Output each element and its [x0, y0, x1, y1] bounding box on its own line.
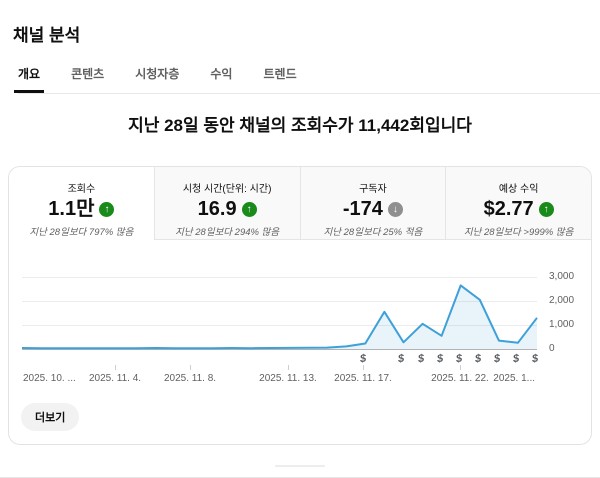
trend-up-icon: ↑: [538, 201, 554, 217]
x-tick: [363, 365, 364, 371]
revenue-dollar-icon: $: [512, 353, 520, 366]
section-divider: [275, 465, 325, 468]
gridline-2000: [22, 301, 537, 303]
metric-label: 시청 시간(단위: 시간): [182, 184, 272, 196]
metric-tab-views[interactable]: 조회수 1.1만 ↑ 지난 28일보다 797% 많음: [9, 167, 154, 241]
x-tick: [288, 365, 289, 371]
x-tick: [190, 365, 191, 371]
revenue-dollar-icon: $: [417, 353, 425, 366]
x-tick: [460, 365, 461, 371]
revenue-dollar-icon: $: [474, 353, 482, 366]
x-axis-label: 2025. 11. 4.: [88, 373, 142, 385]
x-axis-label: 2025. 10. ...: [23, 373, 76, 385]
views-summary-headline: 지난 28일 동안 채널의 조회수가 11,442회입니다: [128, 116, 472, 136]
revenue-dollar-icon: $: [493, 353, 501, 366]
y-axis-label-1000: 1,000: [549, 319, 575, 331]
metric-tab-subscribers[interactable]: 구독자 -174 ↓ 지난 28일보다 25% 적음: [299, 167, 446, 241]
revenue-dollar-icon: $: [455, 353, 463, 366]
metric-tab-watch-time[interactable]: 시청 시간(단위: 시간) 16.9 ↑ 지난 28일보다 294% 많음: [153, 167, 300, 241]
x-axis-label: 2025. 11. 13.: [259, 373, 317, 385]
analytics-tabbar: 개요 콘텐츠 시청자층 수익 트렌드: [13, 65, 600, 95]
metric-label: 예상 수익: [498, 184, 539, 196]
analytics-overview-card: 조회수 1.1만 ↑ 지난 28일보다 797% 많음 시청 시간(단위: 시간…: [8, 166, 592, 446]
y-axis-label-3000: 3,000: [549, 271, 575, 283]
tab-content[interactable]: 콘텐츠: [71, 67, 105, 82]
x-axis-label: 2025. 11. 17.: [334, 373, 392, 385]
trend-up-icon: ↑: [99, 201, 115, 217]
x-tick: [115, 365, 116, 371]
views-chart: 3,000 2,000 1,000 0 $ $ $ $ $ $ $ $ $ 2025. 10. …: [9, 240, 591, 405]
metric-label: 구독자: [359, 184, 387, 196]
x-axis-label: 2025. 11. 8.: [163, 373, 217, 385]
metric-tab-revenue[interactable]: 예상 수익 $2.77 ↑ 지난 28일보다 >999% 많음: [445, 167, 591, 241]
tab-overview[interactable]: 개요: [13, 65, 45, 94]
metric-compare: 지난 28일보다 797% 많음: [29, 227, 134, 239]
see-more-button[interactable]: 더보기: [21, 403, 80, 432]
metric-value: 16.9: [197, 198, 237, 221]
x-axis-label: 2025. 11. 22.: [431, 373, 489, 385]
tab-audience[interactable]: 시청자층: [135, 67, 180, 82]
metric-compare: 지난 28일보다 294% 많음: [175, 227, 280, 239]
gridline-1000: [22, 325, 537, 327]
axis-baseline: [22, 349, 537, 351]
revenue-dollar-icon: $: [359, 353, 367, 366]
views-line: [21, 284, 538, 350]
trend-up-icon: ↑: [241, 201, 257, 217]
metric-compare: 지난 28일보다 25% 적음: [323, 227, 423, 239]
revenue-dollar-icon: $: [531, 353, 539, 366]
metric-label: 조회수: [67, 184, 96, 196]
views-area-fill: [22, 285, 537, 350]
revenue-dollar-icon: $: [436, 353, 444, 366]
y-axis-label-2000: 2,000: [549, 295, 575, 307]
views-line-chart: [21, 284, 538, 350]
x-axis-label: 2025. 1...: [493, 373, 535, 385]
tab-revenue[interactable]: 수익: [210, 67, 233, 82]
tab-trends[interactable]: 트렌드: [263, 67, 297, 82]
metric-value: -174: [342, 198, 383, 221]
page-title: 채널 분석: [13, 26, 81, 46]
metric-value: 1.1만: [48, 198, 95, 221]
gridline-3000: [22, 277, 537, 279]
y-axis-label-0: 0: [549, 343, 555, 355]
revenue-dollar-icon: $: [397, 353, 405, 366]
metric-compare: 지난 28일보다 >999% 많음: [463, 227, 574, 239]
metric-value: $2.77: [483, 198, 534, 221]
trend-down-icon: ↓: [387, 201, 403, 217]
metric-tabs-row: 조회수 1.1만 ↑ 지난 28일보다 797% 많음 시청 시간(단위: 시간…: [9, 167, 591, 241]
